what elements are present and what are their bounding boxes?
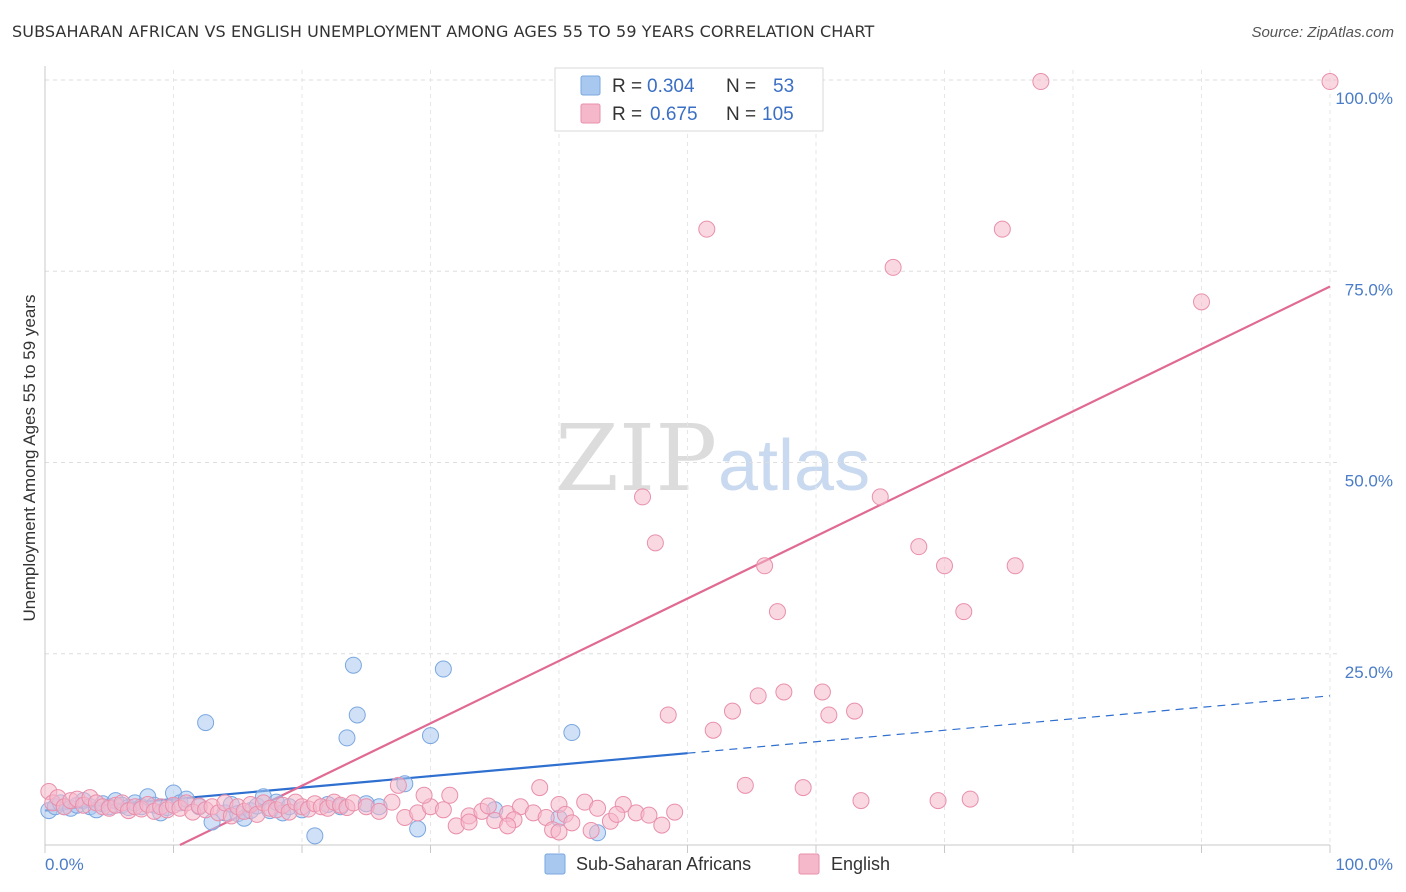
subsaharan-point [197, 714, 215, 732]
legend-top: R = 0.304 N = 53 R = 0.675 N = 105 [554, 67, 824, 132]
english-point [756, 557, 774, 575]
english-point [531, 779, 549, 797]
english-point [993, 220, 1011, 238]
bottom-legend-swatch-english [798, 853, 820, 875]
english-point [1193, 293, 1210, 311]
english-point [768, 603, 786, 621]
y-tick-label: 100.0% [1335, 89, 1393, 108]
english-point [723, 702, 741, 720]
english-point [704, 721, 722, 739]
english-point [749, 687, 767, 705]
english-point [479, 797, 497, 815]
english-point [852, 792, 870, 810]
english-point [550, 823, 568, 841]
english-point [434, 801, 452, 819]
y-tick-label: 75.0% [1345, 280, 1393, 299]
legend-n-label-1: N = [726, 76, 756, 97]
bottom-legend-label-subsaharan: Sub-Saharan Africans [576, 854, 751, 874]
legend-swatch-english [580, 103, 601, 124]
x-tick-label: 0.0% [45, 855, 84, 874]
subsaharan-point [338, 729, 356, 747]
y-tick-label: 25.0% [1345, 663, 1393, 682]
source-label: Source: ZipAtlas.com [1251, 24, 1394, 41]
english-point [653, 816, 671, 834]
english-point [961, 790, 979, 808]
english-point [698, 220, 716, 238]
legend-n-label-2: N = [726, 104, 756, 125]
english-point [775, 683, 793, 701]
english-point [955, 603, 973, 621]
subsaharan-trend-extension [687, 695, 1331, 754]
english-point [460, 813, 478, 831]
english-point [1006, 557, 1024, 575]
english-point [871, 488, 889, 506]
subsaharan-point [409, 820, 427, 838]
axes [44, 66, 1331, 853]
data-points [40, 73, 1339, 845]
gridlines [45, 70, 1340, 845]
english-point [659, 706, 677, 724]
watermark-atlas: atlas [718, 426, 870, 506]
subsaharan-point [563, 724, 581, 742]
y-axis-title: Unemployment Among Ages 55 to 59 years [20, 295, 39, 622]
english-point [582, 821, 600, 839]
english-point [929, 792, 947, 810]
english-point [936, 557, 953, 575]
english-point [813, 683, 831, 701]
legend-r-value-2: 0.675 [650, 104, 698, 125]
english-point [634, 488, 652, 506]
subsaharan-point [422, 727, 439, 745]
english-point [846, 702, 864, 720]
subsaharan-point [348, 706, 366, 724]
subsaharan-point [434, 660, 452, 678]
english-point [589, 799, 607, 817]
legend-n-value-2: 105 [762, 104, 794, 125]
english-trend-line [179, 285, 1331, 846]
bottom-legend-label-english: English [831, 854, 890, 874]
english-point [415, 786, 433, 804]
english-point [441, 786, 459, 804]
legend-r-label-1: R = [612, 76, 642, 97]
english-point [884, 258, 902, 276]
english-point [1032, 73, 1050, 91]
english-point [499, 817, 517, 835]
subsaharan-point [344, 656, 362, 674]
english-point [736, 776, 754, 794]
english-point [608, 805, 626, 823]
english-point [820, 706, 838, 724]
english-point [666, 803, 684, 821]
english-point [910, 538, 928, 556]
english-point [563, 814, 581, 832]
legend-r-value-1: 0.304 [647, 76, 695, 97]
legend-swatch-subsaharan [580, 75, 601, 96]
english-point [640, 806, 658, 824]
y-tick-label: 50.0% [1345, 472, 1393, 491]
english-point [383, 793, 401, 811]
english-point [1321, 73, 1339, 91]
english-point [794, 779, 812, 797]
legend-r-label-2: R = [612, 104, 642, 125]
english-point [370, 802, 388, 820]
english-point [646, 534, 664, 552]
tick-labels: 100.0% 75.0% 50.0% 25.0% 0.0% 100.0% [45, 89, 1393, 874]
bottom-legend-swatch-subsaharan [544, 853, 566, 875]
legend-n-value-1: 53 [773, 76, 794, 97]
subsaharan-point [306, 827, 324, 845]
chart-title: SUBSAHARAN AFRICAN VS ENGLISH UNEMPLOYME… [12, 22, 875, 41]
english-point [389, 776, 407, 794]
x-tick-label: 100.0% [1335, 855, 1393, 874]
legend-bottom: Sub-Saharan Africans English [544, 853, 890, 875]
